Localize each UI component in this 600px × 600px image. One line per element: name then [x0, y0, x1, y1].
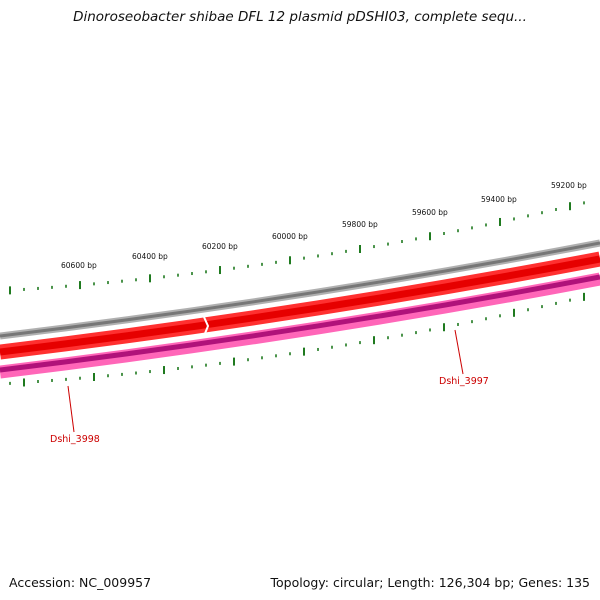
ruler-label-60400: 60400 bp [132, 252, 168, 261]
accession-text: Accession: NC_009957 [9, 575, 152, 590]
gene-label-dshi-3998[interactable]: Dshi_3998 [50, 434, 100, 445]
ruler-label-59600: 59600 bp [412, 208, 448, 217]
inner-ruler-ticks [9, 292, 585, 387]
ruler-label-60200: 60200 bp [202, 242, 238, 251]
reverse-strand-gene-core [0, 274, 600, 373]
gene-boundary-marker [203, 316, 210, 337]
backbone-track-core [0, 241, 600, 338]
gene-label-leader-dshi-3998 [67, 385, 75, 433]
ruler-label-60000: 60000 bp [272, 232, 308, 241]
gene-label-leader-dshi-3997 [454, 329, 464, 375]
ruler-label-59400: 59400 bp [481, 195, 517, 204]
ruler-label-59200: 59200 bp [551, 181, 587, 190]
gene-label-dshi-3997[interactable]: Dshi_3997 [439, 376, 489, 387]
summary-text: Topology: circular; Length: 126,304 bp; … [270, 575, 591, 590]
forward-strand-gene-core [0, 255, 600, 356]
ruler-label-60600: 60600 bp [61, 261, 97, 270]
ruler-labels: 59200 bp 59400 bp 59600 bp 59800 bp 6000… [61, 181, 587, 270]
map-title: Dinoroseobacter shibae DFL 12 plasmid pD… [73, 9, 527, 25]
ruler-ticks [9, 201, 585, 295]
ruler-label-59800: 59800 bp [342, 220, 378, 229]
